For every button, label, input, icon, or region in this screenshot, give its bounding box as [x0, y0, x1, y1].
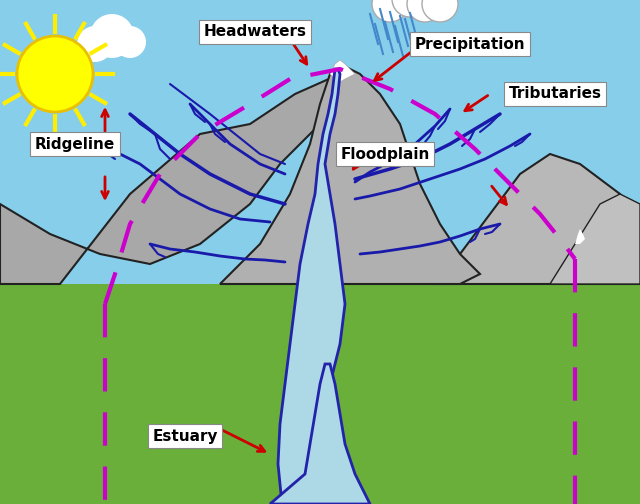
Circle shape [17, 36, 93, 112]
Circle shape [114, 26, 146, 58]
Text: Headwaters: Headwaters [204, 25, 307, 39]
Polygon shape [220, 64, 480, 284]
Polygon shape [0, 74, 340, 284]
Circle shape [407, 0, 443, 22]
Circle shape [422, 0, 458, 22]
Circle shape [77, 26, 113, 62]
Circle shape [372, 0, 408, 22]
Text: Estuary: Estuary [152, 428, 218, 444]
Text: Precipitation: Precipitation [415, 36, 525, 51]
Polygon shape [0, 0, 640, 304]
Text: Tributaries: Tributaries [509, 87, 602, 101]
Circle shape [90, 14, 134, 58]
Polygon shape [550, 194, 640, 284]
Polygon shape [278, 69, 345, 504]
Circle shape [392, 0, 428, 17]
Polygon shape [330, 60, 355, 82]
Polygon shape [430, 154, 640, 284]
Text: Floodplain: Floodplain [340, 147, 429, 161]
Polygon shape [0, 284, 640, 504]
Polygon shape [270, 364, 370, 504]
Polygon shape [575, 229, 585, 244]
Text: Ridgeline: Ridgeline [35, 137, 115, 152]
